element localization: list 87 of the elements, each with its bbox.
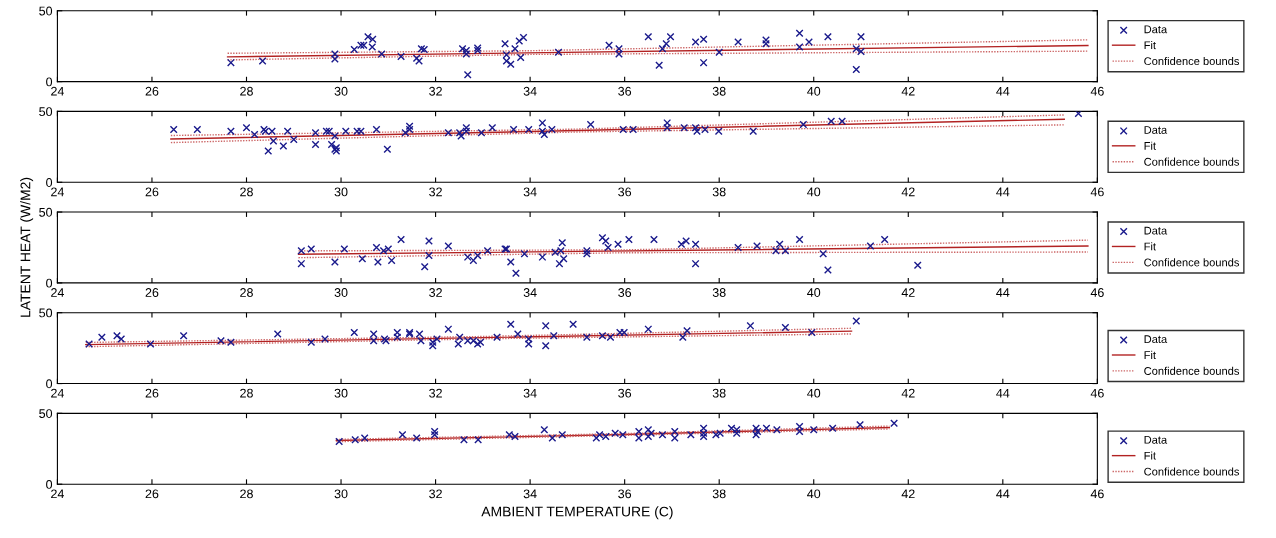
x-tick-label: 24 bbox=[51, 388, 65, 398]
y-tick-label: 0 bbox=[46, 77, 53, 87]
legend-label: Fit bbox=[1144, 242, 1156, 251]
x-tick-label: 46 bbox=[1090, 388, 1104, 398]
x-tick-label: 46 bbox=[1090, 489, 1104, 499]
y-tick-label: 0 bbox=[46, 480, 53, 489]
x-tick-label: 24 bbox=[51, 86, 65, 96]
x-tick-label: 26 bbox=[145, 86, 159, 96]
legend-label: Data bbox=[1144, 435, 1168, 444]
x-tick-label: 38 bbox=[712, 489, 726, 499]
x-tick-label: 28 bbox=[240, 489, 253, 499]
y-tick-label: 50 bbox=[39, 207, 53, 217]
x-tick-label: 42 bbox=[901, 489, 915, 499]
x-tick-label: 40 bbox=[807, 86, 821, 96]
x-tick-label: 42 bbox=[901, 187, 915, 197]
x-tick-label: 24 bbox=[51, 187, 65, 197]
text: Data bbox=[1144, 335, 1168, 344]
x-tick-label: 28 bbox=[240, 86, 253, 96]
legend-label: Confidence bounds bbox=[1144, 56, 1240, 66]
x-tick-label: 28 bbox=[240, 187, 253, 197]
x-tick-label: 34 bbox=[523, 489, 537, 499]
y-tick-label: 0 bbox=[46, 379, 53, 389]
x-tick-label: 36 bbox=[618, 388, 632, 398]
legend-label: Fit bbox=[1144, 41, 1156, 50]
x-tick-label: 30 bbox=[334, 288, 348, 297]
legend-label: Data bbox=[1144, 25, 1168, 34]
x-tick-label: 34 bbox=[523, 86, 537, 96]
text: Fit bbox=[1144, 350, 1156, 359]
x-tick-label: 30 bbox=[334, 388, 348, 398]
x-tick-label: 44 bbox=[996, 187, 1010, 197]
x-tick-label: 44 bbox=[996, 86, 1010, 96]
x-tick-label: 28 bbox=[240, 388, 253, 398]
y-tick-label: 50 bbox=[39, 6, 53, 16]
text: Confidence bounds bbox=[1144, 157, 1240, 166]
legend-label: Data bbox=[1144, 226, 1168, 235]
x-tick-label: 30 bbox=[334, 187, 348, 197]
x-tick-label: 26 bbox=[145, 388, 159, 398]
x-tick-label: 46 bbox=[1090, 288, 1104, 297]
x-tick-label: 30 bbox=[334, 489, 348, 499]
x-tick-label: 32 bbox=[429, 288, 442, 297]
x-tick-label: 38 bbox=[712, 288, 726, 297]
x-tick-label: 46 bbox=[1090, 86, 1104, 96]
x-tick-label: 42 bbox=[901, 86, 915, 96]
x-tick-label: 36 bbox=[618, 86, 632, 96]
y-tick-label: 50 bbox=[39, 308, 53, 318]
x-tick-label: 34 bbox=[523, 288, 537, 297]
x-tick-label: 24 bbox=[51, 288, 65, 297]
x-tick-label: 36 bbox=[618, 489, 632, 499]
x-tick-label: 42 bbox=[901, 288, 915, 297]
x-tick-label: 32 bbox=[429, 489, 442, 499]
x-tick-label: 40 bbox=[807, 489, 821, 499]
x-tick-label: 24 bbox=[51, 489, 65, 499]
legend-label: Confidence bounds bbox=[1144, 258, 1240, 267]
y-tick-label: 0 bbox=[46, 178, 53, 187]
x-tick-label: 32 bbox=[429, 187, 442, 197]
y-tick-label: 0 bbox=[46, 278, 53, 288]
x-tick-label: 36 bbox=[618, 187, 632, 197]
x-tick-label: 34 bbox=[523, 187, 537, 197]
y-tick-label: 50 bbox=[39, 409, 53, 418]
x-tick-label: 44 bbox=[996, 388, 1010, 398]
x-tick-label: 46 bbox=[1090, 187, 1104, 197]
y-axis-title: LATENT HEAT (W/M2) bbox=[20, 177, 34, 317]
x-tick-label: 32 bbox=[429, 388, 442, 398]
x-tick-label: 36 bbox=[618, 288, 632, 297]
x-tick-label: 34 bbox=[523, 388, 537, 398]
x-tick-label: 30 bbox=[334, 86, 348, 96]
x-tick-label: 26 bbox=[145, 489, 159, 499]
x-tick-label: 38 bbox=[712, 86, 726, 96]
text: Fit bbox=[1144, 141, 1156, 150]
text: Data bbox=[1144, 126, 1168, 134]
legend-label: Fit bbox=[1144, 451, 1156, 460]
x-tick-label: 38 bbox=[712, 187, 726, 197]
x-tick-label: 40 bbox=[807, 187, 821, 197]
x-axis-title: AMBIENT TEMPERATURE (C) bbox=[481, 506, 673, 520]
x-tick-label: 32 bbox=[429, 86, 442, 96]
x-tick-label: 44 bbox=[996, 288, 1010, 297]
x-tick-label: 40 bbox=[807, 388, 821, 398]
x-tick-label: 28 bbox=[240, 288, 253, 297]
legend-label: Confidence bounds bbox=[1144, 467, 1240, 476]
x-tick-label: 40 bbox=[807, 288, 821, 297]
x-tick-label: 38 bbox=[712, 388, 726, 398]
y-tick-label: 50 bbox=[39, 107, 53, 117]
x-tick-label: 44 bbox=[996, 489, 1010, 499]
x-tick-label: 26 bbox=[145, 288, 159, 297]
text: Confidence bounds bbox=[1144, 366, 1240, 375]
x-tick-label: 42 bbox=[901, 388, 915, 398]
x-tick-label: 26 bbox=[145, 187, 159, 197]
